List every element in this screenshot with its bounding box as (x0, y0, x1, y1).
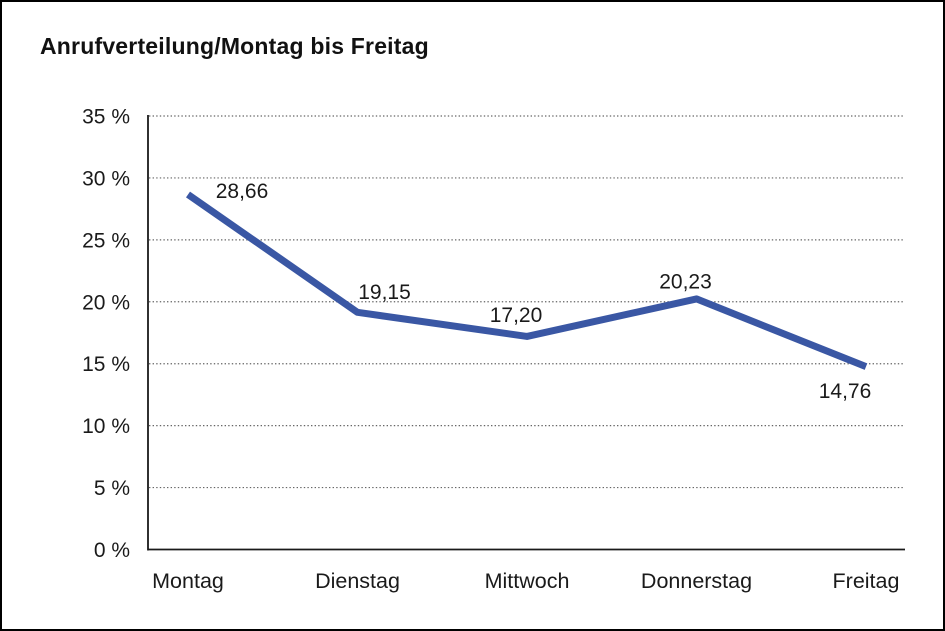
x-tick-label: Dienstag (315, 569, 400, 593)
y-tick-label: 20 % (82, 291, 130, 314)
x-tick-label: Freitag (833, 569, 900, 593)
x-tick-label: Mittwoch (485, 569, 570, 593)
y-tick-label: 35 % (82, 106, 130, 129)
y-tick-label: 10 % (82, 415, 130, 438)
data-point-label: 28,66 (216, 180, 269, 203)
data-point-label: 17,20 (490, 304, 543, 327)
y-tick-label: 15 % (82, 353, 130, 376)
data-series-line (186, 191, 868, 370)
data-point-label: 19,15 (358, 281, 411, 304)
y-tick-label: 0 % (94, 539, 130, 562)
chart-title: Anrufverteilung/Montag bis Freitag (40, 33, 429, 59)
data-point-label: 14,76 (819, 380, 872, 403)
x-tick-label: Donnerstag (641, 569, 752, 593)
data-point-label: 20,23 (659, 270, 712, 293)
y-tick-label: 25 % (82, 229, 130, 252)
y-tick-label: 30 % (82, 167, 130, 190)
y-tick-label: 5 % (94, 477, 130, 500)
x-tick-label: Montag (152, 569, 224, 593)
